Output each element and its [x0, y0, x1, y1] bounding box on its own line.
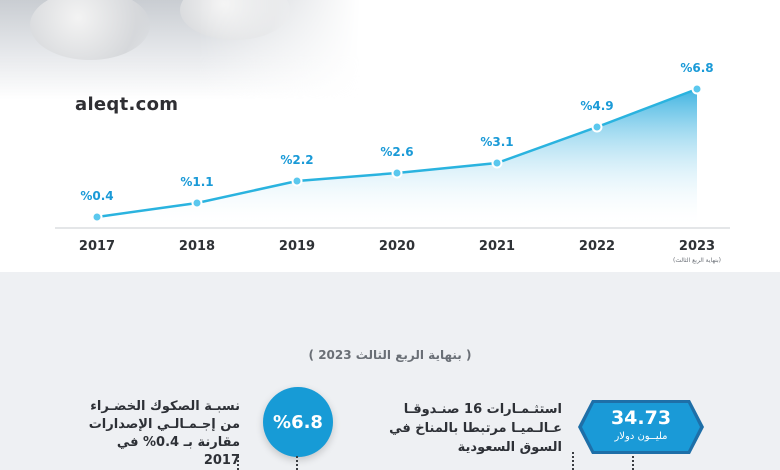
- investments-badge: 34.73 مليــون دولار: [578, 400, 704, 454]
- investments-text: استثـمـارات 16 صنـدوقـا عـالـميـا مرتبطا…: [389, 402, 562, 455]
- connector-line: [572, 452, 574, 470]
- green-sukuk-text: نسبـة الصكوك الخضـراء من إجـمـالـي الإصد…: [88, 399, 240, 468]
- data-label: %0.4: [80, 189, 113, 203]
- site-brand: aleqt.com: [75, 94, 179, 115]
- x-tick-label: 2018: [179, 239, 215, 254]
- x-tick-label: 2022: [579, 239, 615, 254]
- x-tick-label: 2023: [679, 239, 715, 254]
- x-tick-label: 2021: [479, 239, 515, 254]
- connector-line: [632, 456, 634, 470]
- investments-unit: مليــون دولار: [614, 431, 668, 442]
- x-tick-label: 2020: [379, 239, 415, 254]
- x-tick-label: 2019: [279, 239, 315, 254]
- data-point: [191, 197, 203, 209]
- header-photo: [0, 0, 360, 100]
- hand-shape: [30, 0, 150, 60]
- data-point: [491, 157, 503, 169]
- data-point: [91, 211, 103, 223]
- data-point: [291, 175, 303, 187]
- data-label: %4.9: [580, 99, 613, 113]
- data-label: %3.1: [480, 135, 513, 149]
- data-label: %2.2: [280, 153, 313, 167]
- data-label: %6.8: [680, 61, 713, 75]
- x-tick-label: 2017: [79, 239, 115, 254]
- data-label: %1.1: [180, 175, 213, 189]
- data-point: [591, 121, 603, 133]
- investments-value: 34.73: [610, 407, 672, 429]
- period-caption: ( بنهاية الربع الثالث 2023 ): [308, 348, 472, 362]
- data-point: [391, 167, 403, 179]
- data-point: [691, 83, 703, 95]
- growth-chart: %0.4 %1.1 %2.2 %2.6 %3.1 %4.9 %6.8 2017 2018 201…: [55, 61, 730, 264]
- connector-line: [296, 456, 298, 470]
- data-label: %2.6: [380, 145, 413, 159]
- green-sukuk-value: %6.8: [263, 387, 333, 457]
- connector-line: [237, 456, 239, 470]
- last-category-note: (بنهاية الربع الثالث): [673, 257, 721, 264]
